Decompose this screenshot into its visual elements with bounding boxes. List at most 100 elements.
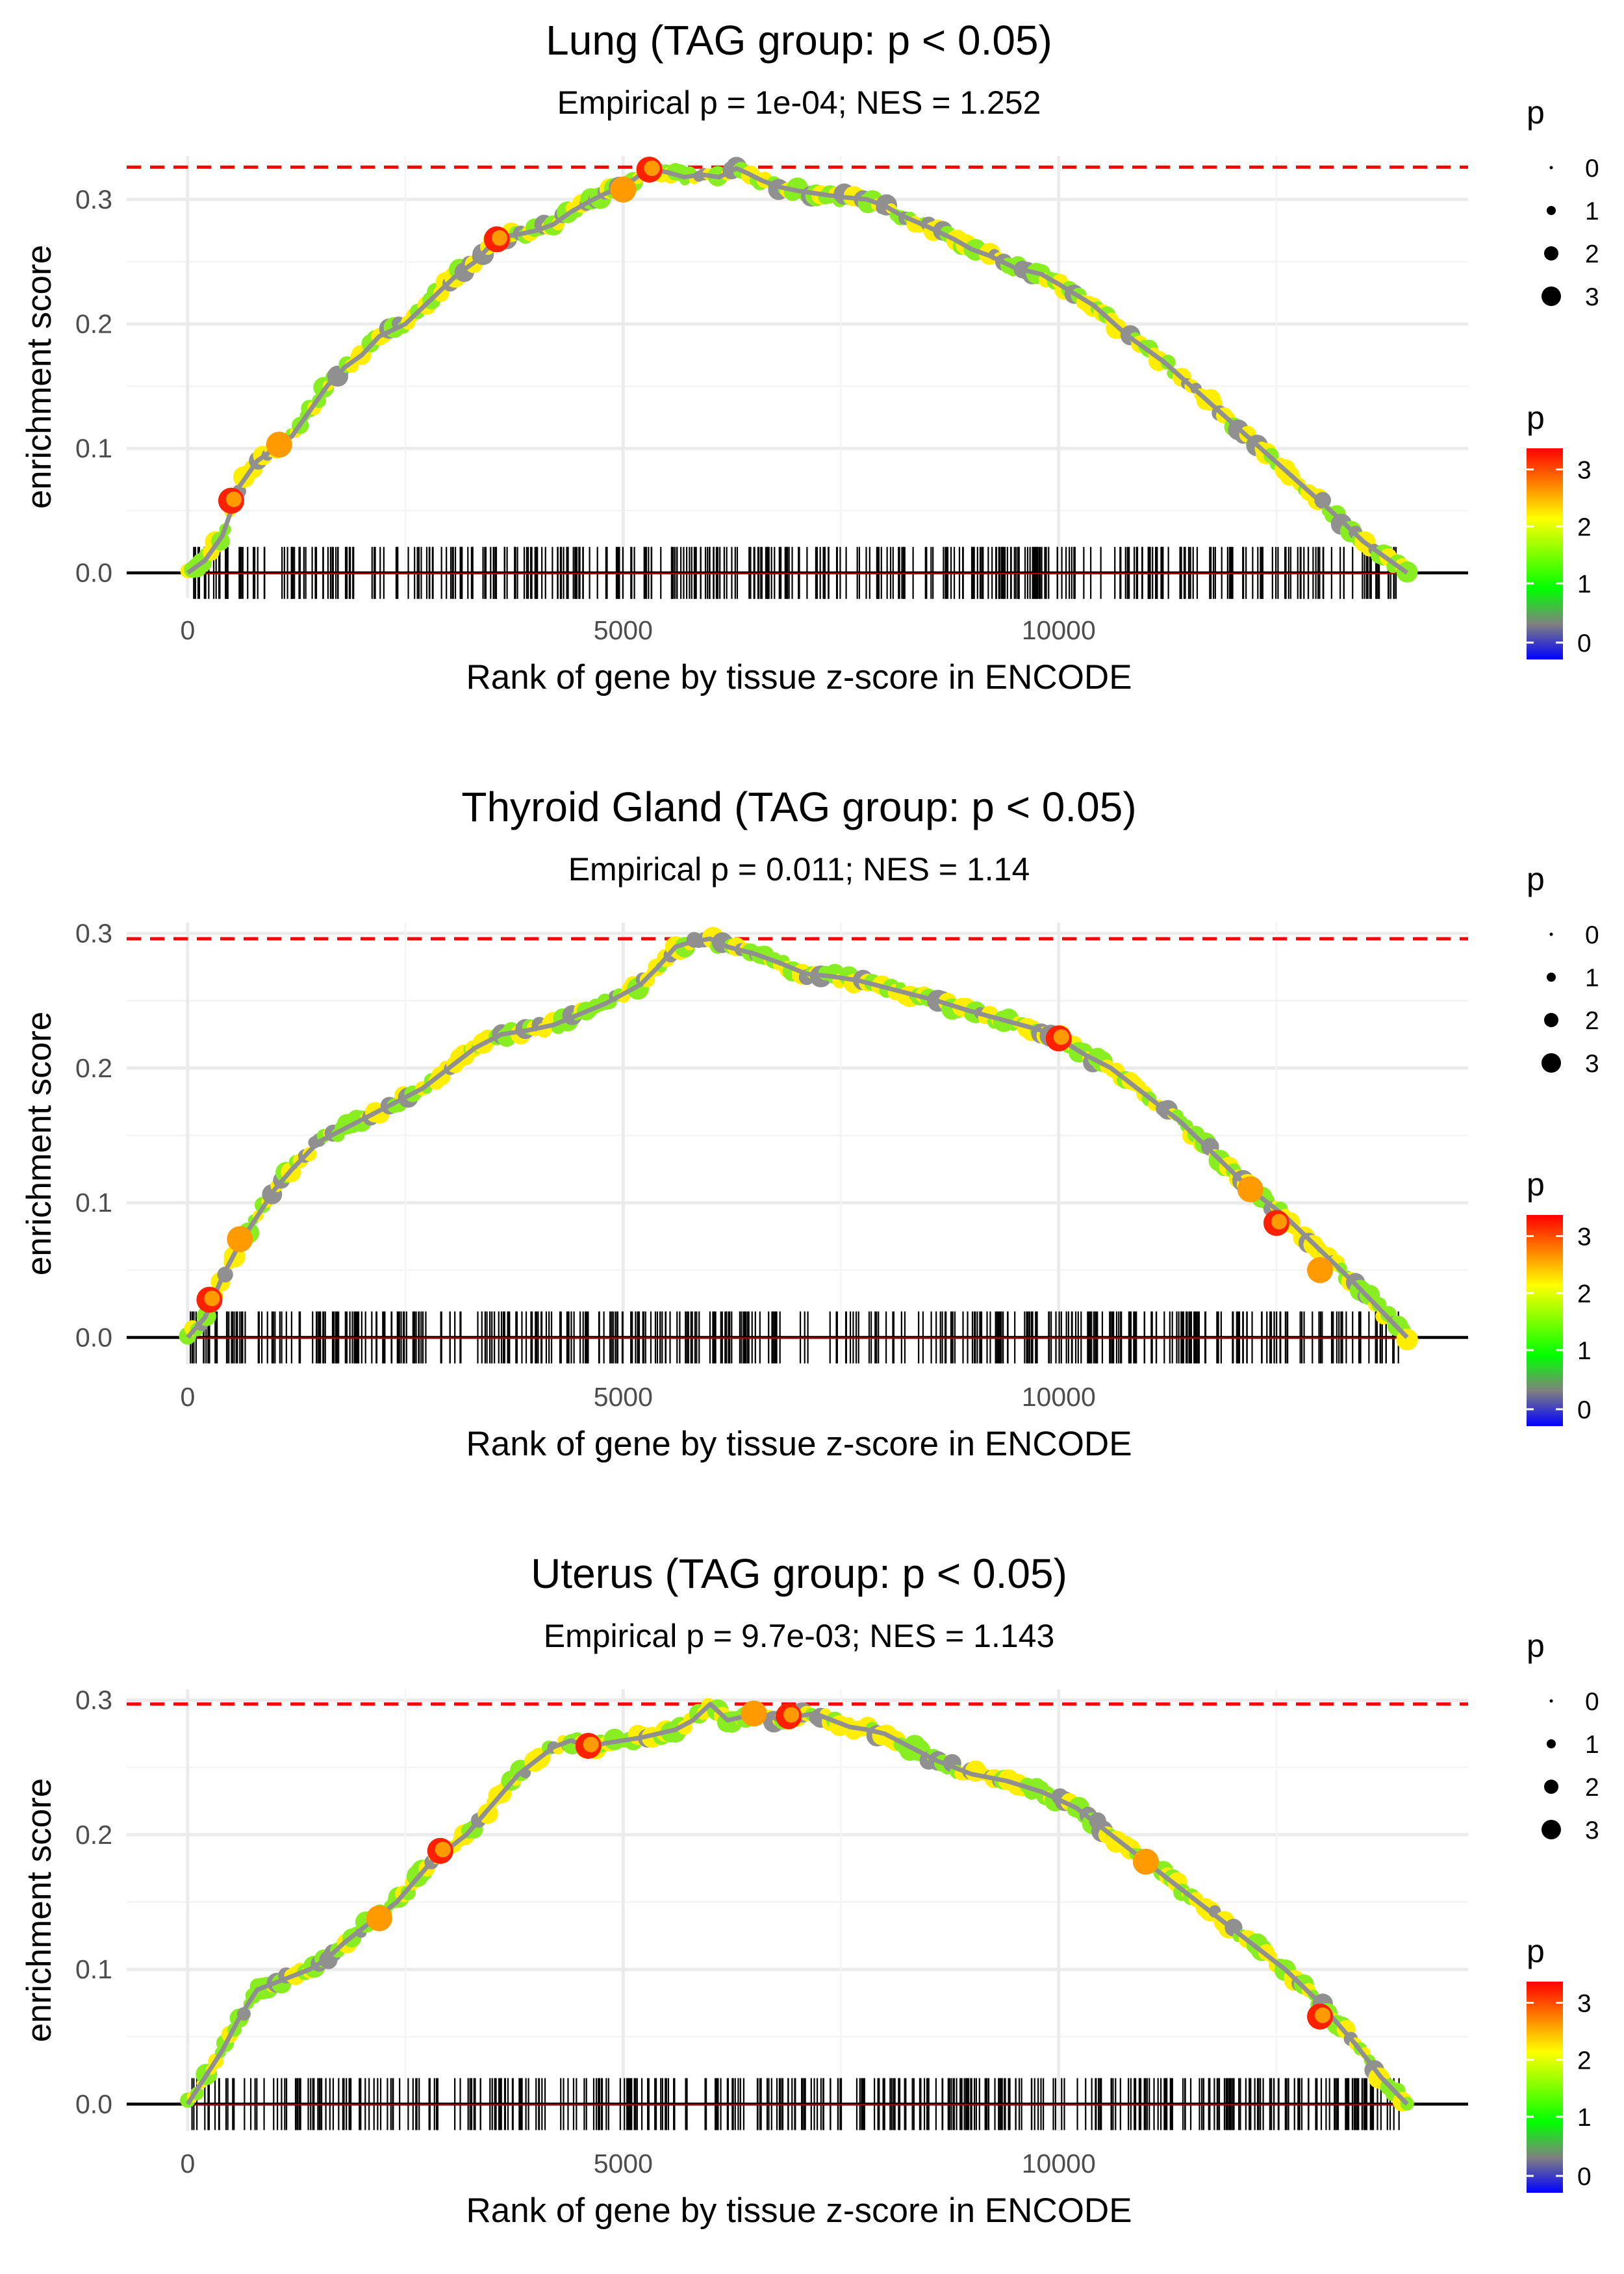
color-bar <box>1527 1982 1563 2193</box>
color-legend-label: 3 <box>1577 1990 1592 2018</box>
panel-subtitle: Empirical p = 0.011; NES = 1.14 <box>568 851 1030 888</box>
score-points <box>180 1698 1414 2112</box>
highlight-point-core <box>748 1704 765 1720</box>
y-tick-label: 0.0 <box>75 558 112 588</box>
running-score-line <box>186 166 1409 575</box>
color-legend-label: 2 <box>1577 1280 1592 1308</box>
color-legend-label: 0 <box>1577 2163 1592 2191</box>
size-legend-dot <box>1547 973 1556 982</box>
color-legend-label: 1 <box>1577 570 1592 598</box>
color-bar <box>1527 1215 1563 1426</box>
running-score-line <box>185 1702 1409 2106</box>
y-tick-label: 0.0 <box>75 2089 112 2119</box>
panel-1: Lung (TAG group: p < 0.05) Empirical p = … <box>20 17 1599 696</box>
size-legend-dot <box>1544 1780 1558 1794</box>
y-tick-label: 0.2 <box>75 1820 112 1850</box>
size-legend-dot <box>1547 206 1556 215</box>
y-tick-label: 0.1 <box>75 433 112 463</box>
x-tick-label: 10000 <box>1022 2149 1096 2178</box>
color-legend-label: 3 <box>1577 457 1592 485</box>
size-legend-dot <box>1544 1013 1558 1027</box>
legend-3: p 0 1 2 3 p 3 2 1 0 <box>1527 1628 1599 2193</box>
highlight-point-core <box>644 160 660 177</box>
x-tick-label: 5000 <box>594 615 653 645</box>
panel-title: Thyroid Gland (TAG group: p < 0.05) <box>461 784 1136 830</box>
panel-subtitle: Empirical p = 1e-04; NES = 1.252 <box>557 84 1041 121</box>
highlight-point-core <box>374 1909 390 1925</box>
x-tick-label: 5000 <box>594 2149 653 2178</box>
x-tick-label: 10000 <box>1022 615 1096 645</box>
highlight-point-core <box>204 1290 220 1307</box>
color-legend-title: p <box>1527 1933 1545 1969</box>
highlight-point-core <box>783 1707 800 1723</box>
panel-title: Lung (TAG group: p < 0.05) <box>546 17 1052 64</box>
color-legend-label: 2 <box>1577 2047 1592 2075</box>
color-legend-title: p <box>1527 1166 1545 1203</box>
highlight-point-core <box>1315 2007 1331 2023</box>
x-tick-label: 0 <box>180 2149 195 2178</box>
size-legend-label: 3 <box>1585 1817 1599 1845</box>
highlight-point-core <box>583 1737 599 1753</box>
x-tick-label: 0 <box>180 1382 195 1412</box>
size-legend-label: 3 <box>1585 1050 1599 1078</box>
y-tick-label: 0.3 <box>75 1685 112 1715</box>
y-axis-title: enrichment score <box>20 1778 58 2043</box>
highlight-point-core <box>225 491 242 507</box>
size-legend-dot <box>1542 1053 1561 1073</box>
x-axis-title: Rank of gene by tissue z-score in ENCODE <box>466 658 1132 696</box>
highlight-point-core <box>491 230 507 246</box>
size-legend-dot <box>1542 287 1561 306</box>
size-legend-dot <box>1549 932 1553 936</box>
highlight-point-core <box>235 1230 251 1246</box>
y-tick-label: 0.1 <box>75 1954 112 1984</box>
y-tick-label: 0.3 <box>75 919 112 949</box>
size-legend-label: 2 <box>1585 240 1599 268</box>
highlight-point-core <box>435 1841 451 1858</box>
size-legend-dot <box>1544 246 1558 261</box>
color-legend-label: 0 <box>1577 630 1592 658</box>
highlight-point-core <box>273 435 290 452</box>
y-axis-title: enrichment score <box>20 1012 58 1276</box>
color-legend-label: 1 <box>1577 1337 1592 1365</box>
size-legend-label: 1 <box>1585 198 1599 225</box>
size-legend-dot <box>1549 1699 1553 1703</box>
size-legend-label: 1 <box>1585 1731 1599 1759</box>
y-tick-label: 0.3 <box>75 185 112 214</box>
size-legend-label: 2 <box>1585 1007 1599 1035</box>
y-tick-label: 0.0 <box>75 1323 112 1353</box>
x-axis-title: Rank of gene by tissue z-score in ENCODE <box>466 2191 1132 2230</box>
y-tick-label: 0.2 <box>75 309 112 339</box>
panel-3: Uterus (TAG group: p < 0.05) Empirical p … <box>20 1550 1599 2230</box>
running-score-line <box>186 936 1409 1339</box>
color-legend-title: p <box>1527 400 1545 436</box>
x-tick-label: 10000 <box>1022 1382 1096 1412</box>
size-legend-dot <box>1549 166 1553 170</box>
legend-2: p 0 1 2 3 p 3 2 1 0 <box>1527 861 1599 1426</box>
size-legend-label: 0 <box>1585 1688 1599 1716</box>
y-tick-label: 0.1 <box>75 1188 112 1218</box>
size-legend-label: 1 <box>1585 964 1599 992</box>
legend-1: p 0 1 2 3 p 3 2 1 0 <box>1527 94 1599 659</box>
color-legend-label: 3 <box>1577 1223 1592 1251</box>
highlight-point-core <box>1315 1260 1331 1277</box>
size-legend-dot <box>1547 1739 1556 1748</box>
panel-subtitle: Empirical p = 9.7e-03; NES = 1.143 <box>544 1618 1055 1654</box>
color-bar <box>1527 448 1563 659</box>
size-legend-dot <box>1542 1820 1561 1839</box>
highlight-point-core <box>1053 1029 1069 1045</box>
x-tick-label: 5000 <box>594 1382 653 1412</box>
highlight-point-core <box>1140 1852 1156 1869</box>
size-legend-label: 0 <box>1585 155 1599 183</box>
score-points <box>179 926 1418 1351</box>
x-tick-label: 0 <box>180 615 195 645</box>
size-legend-title: p <box>1527 1628 1545 1664</box>
y-tick-label: 0.2 <box>75 1053 112 1083</box>
color-legend-label: 1 <box>1577 2104 1592 2132</box>
size-legend-title: p <box>1527 94 1545 131</box>
y-axis-title: enrichment score <box>20 245 58 509</box>
highlight-point-core <box>1245 1180 1261 1196</box>
color-legend-label: 0 <box>1577 1396 1592 1424</box>
x-axis-title: Rank of gene by tissue z-score in ENCODE <box>466 1425 1132 1463</box>
highlight-point-core <box>1271 1214 1287 1230</box>
